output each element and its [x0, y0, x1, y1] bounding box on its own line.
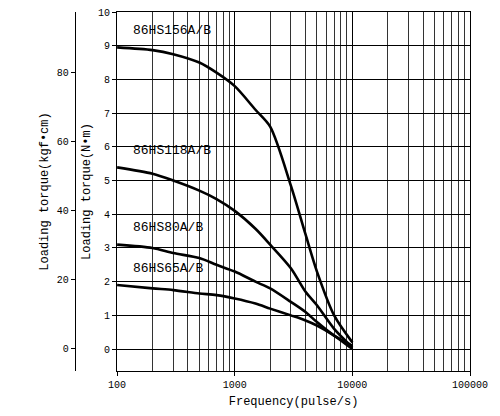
svg-text:2: 2	[104, 277, 110, 288]
svg-text:10: 10	[98, 8, 110, 19]
svg-text:9: 9	[104, 41, 110, 52]
svg-text:5: 5	[104, 176, 110, 187]
svg-text:Frequency(pulse/s): Frequency(pulse/s)	[229, 395, 359, 409]
svg-text:100: 100	[108, 380, 126, 391]
svg-text:20: 20	[57, 275, 69, 286]
svg-text:6: 6	[104, 142, 110, 153]
svg-text:4: 4	[104, 210, 110, 221]
svg-text:0: 0	[104, 345, 110, 356]
svg-text:0: 0	[63, 344, 69, 355]
svg-text:Loading torque(N•m): Loading torque(N•m)	[80, 123, 94, 260]
svg-text:100000: 100000	[452, 380, 488, 391]
svg-text:3: 3	[104, 243, 110, 254]
svg-text:1: 1	[104, 311, 110, 322]
svg-text:86HS156A/B: 86HS156A/B	[133, 23, 211, 38]
svg-text:Loading torque(kgf•cm): Loading torque(kgf•cm)	[38, 112, 52, 270]
svg-text:80: 80	[57, 68, 69, 79]
svg-text:7: 7	[104, 109, 110, 120]
svg-text:86HS118A/B: 86HS118A/B	[133, 143, 211, 158]
svg-text:1000: 1000	[223, 380, 247, 391]
svg-text:8: 8	[104, 75, 110, 86]
svg-text:86HS80A/B: 86HS80A/B	[133, 220, 203, 235]
svg-text:60: 60	[57, 137, 69, 148]
svg-text:10000: 10000	[337, 380, 367, 391]
svg-text:86HS65A/B: 86HS65A/B	[133, 261, 203, 276]
svg-text:40: 40	[57, 206, 69, 217]
